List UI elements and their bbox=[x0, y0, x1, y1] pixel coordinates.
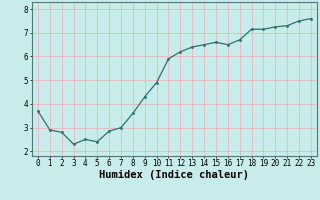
X-axis label: Humidex (Indice chaleur): Humidex (Indice chaleur) bbox=[100, 170, 249, 180]
